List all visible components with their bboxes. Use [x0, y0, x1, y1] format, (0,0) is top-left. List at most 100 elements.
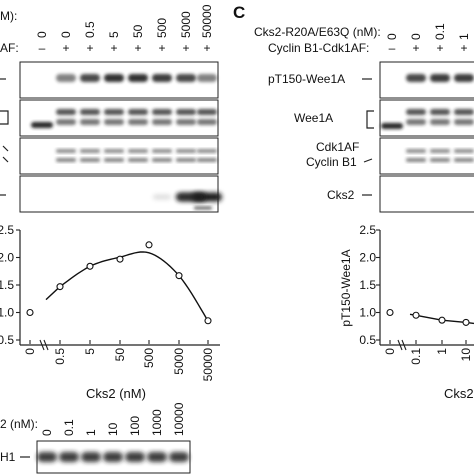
x-tick-label: 0.5 [53, 348, 67, 365]
data-point [56, 283, 64, 291]
left-conc-label: 0.5 [83, 21, 97, 38]
bottom-conc-label: 10000 [172, 402, 186, 436]
y-tick-label: 2.0 [0, 251, 14, 265]
band-h1 [59, 452, 79, 462]
data-point [26, 308, 34, 317]
band-cyclinb1 [128, 158, 148, 162]
band-wee1a [197, 119, 217, 125]
data-point [412, 311, 420, 319]
band-cyclinb1 [430, 158, 450, 162]
y-tick-label: 1.5 [0, 278, 14, 292]
data-point [116, 255, 124, 263]
band-cdk1af [176, 149, 196, 153]
bottom-conc-label: 1 [84, 429, 98, 436]
y-tick-label: 1.0 [359, 306, 376, 320]
band-cdk1af [430, 149, 450, 153]
band-cdk1af [104, 149, 124, 153]
x-tick-label: 5000 [172, 348, 186, 375]
right-x-label: Cks2 [444, 386, 474, 401]
right-x-ticks: 0 0.1 1 10 [383, 340, 473, 365]
h1-bands [37, 452, 189, 462]
band-wee1a [406, 119, 426, 125]
bottom-conc-label: 0.1 [62, 419, 76, 436]
band-h1 [37, 452, 57, 462]
band-h1 [125, 452, 145, 462]
band-cdk1af [152, 149, 172, 153]
band-wee1a [56, 119, 76, 125]
right-conc-header: Cks2-R20A/E63Q (nM): [254, 25, 381, 39]
left-conc-label: 5000 [179, 11, 193, 38]
band-wee1a [104, 119, 124, 125]
band-wee1a [104, 109, 124, 115]
right-points [386, 308, 470, 326]
y-tick-label: 2.5 [0, 223, 14, 237]
left-conc-label: 500 [155, 18, 169, 38]
left-cdk-sign: + [62, 41, 69, 55]
band-wee1a [128, 119, 148, 125]
band-wee1a [430, 109, 450, 115]
x-tick-label: 50000 [201, 348, 215, 382]
right-chart: 0.5 1.0 1.5 2.0 2.5 0 0.1 1 10 pT150-Wee1A [339, 223, 474, 365]
band-cdk1af [128, 149, 148, 153]
left-chart: 0.5 1.0 1.5 2.0 2.5 0 0.5 5 50 500 5000 50000 [0, 223, 220, 381]
band-cdk1af [406, 149, 426, 153]
right-cdk-sign: + [412, 41, 419, 55]
right-cdk-sign: – [389, 41, 396, 55]
data-point [386, 308, 394, 317]
right-bands [381, 74, 474, 162]
left-cdk-sign: – [39, 41, 46, 55]
right-conc-label: 0 [385, 33, 399, 40]
band-pt150 [104, 74, 124, 82]
band-wee1a [430, 119, 450, 125]
left-cdk-signs: – + + + + + + + [39, 41, 211, 55]
left-x-label: Cks2 (nM) [86, 386, 146, 401]
right-cdk-header: Cyclin B1-Cdk1AF: [268, 41, 369, 55]
x-tick-label: 1 [435, 348, 449, 355]
band-cyclinb1 [152, 158, 172, 162]
left-points [26, 241, 212, 325]
left-conc-header: M): [0, 9, 17, 23]
band-wee1a [152, 119, 172, 125]
band-cyclinb1 [454, 158, 474, 162]
band-wee1a [80, 119, 100, 125]
band-wee1a [56, 109, 76, 115]
band-wee1a [152, 109, 172, 115]
band-cyclinb1 [406, 158, 426, 162]
left-cdk-sign: + [134, 41, 141, 55]
data-point [204, 317, 212, 325]
left-conc-label: 0 [35, 31, 49, 38]
blot-wee1a-right [379, 99, 474, 137]
band-cdk1af [80, 149, 100, 153]
left-conc-labels: 0 0 0.5 5 50 500 5000 50000 [35, 4, 214, 38]
band-cdk1af [56, 149, 76, 153]
bottom-conc-labels: 0 0.1 1 10 100 1000 10000 [40, 402, 186, 436]
bottom-conc-label: 1000 [150, 409, 164, 436]
band-wee1a [80, 109, 100, 115]
left-conc-label: 50000 [200, 4, 214, 38]
y-tick-label: 2.5 [359, 223, 376, 237]
left-cdk-sign: + [182, 41, 189, 55]
label-wee1a: Wee1A [294, 111, 333, 125]
bottom-conc-label: 0 [40, 429, 54, 436]
band-pt150 [454, 74, 474, 82]
right-conc-labels: 0 0 0.1 1 [385, 23, 471, 40]
band-cyclinb1 [56, 158, 76, 162]
blot-cdk1af-cyclinb1-right [379, 137, 474, 175]
h1-label: H1 [0, 450, 16, 464]
band-h1 [169, 452, 189, 462]
left-cdk-sign: + [203, 41, 210, 55]
band-wee1a [31, 122, 53, 128]
y-tick-label: 2.0 [359, 251, 376, 265]
x-tick-label: 0.1 [409, 348, 423, 365]
band-h1 [81, 452, 101, 462]
band-h1 [103, 452, 123, 462]
left-cdk-header: AF: [0, 41, 19, 55]
left-conc-label: 0 [59, 31, 73, 38]
left-fit-curve [45, 251, 209, 322]
band-wee1a [454, 119, 474, 125]
band-cyclinb1 [176, 158, 196, 162]
right-conc-label: 1 [457, 33, 471, 40]
left-conc-label: 5 [107, 31, 121, 38]
data-point [462, 318, 470, 326]
band-cks2 [153, 194, 171, 200]
